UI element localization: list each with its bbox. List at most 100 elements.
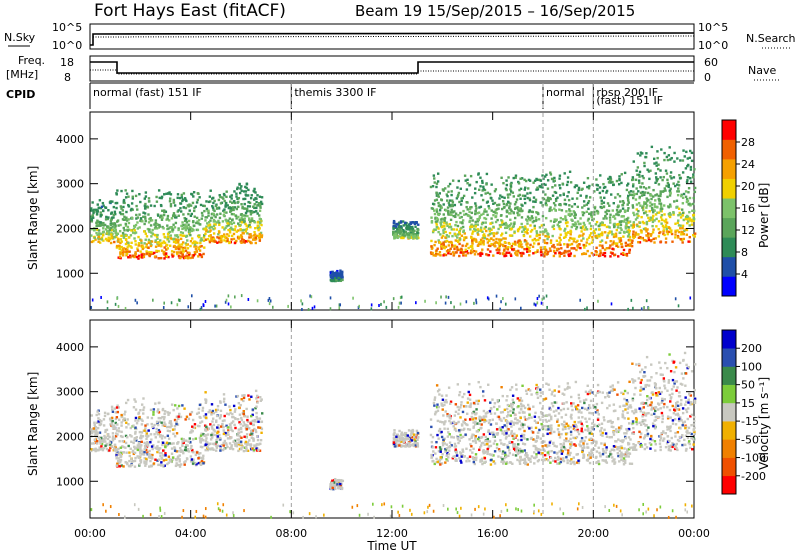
velocity-cell xyxy=(558,431,560,433)
power-cell xyxy=(214,305,216,308)
velocity-cell xyxy=(259,443,261,445)
power-cell xyxy=(440,218,442,220)
power-cell xyxy=(645,152,647,154)
power-cell xyxy=(632,307,634,310)
velocity-cell xyxy=(188,440,190,442)
velocity-cell xyxy=(249,444,251,446)
power-cell xyxy=(124,189,126,191)
power-cell xyxy=(617,214,619,216)
velocity-cell xyxy=(100,420,102,422)
cpid-segment-label: themis 3300 IF xyxy=(294,86,376,99)
power-cell xyxy=(169,197,171,199)
power-cell xyxy=(167,227,169,229)
power-cell xyxy=(445,295,447,298)
power-cell xyxy=(689,157,691,159)
power-cell xyxy=(102,224,104,226)
power-cell xyxy=(148,197,150,199)
power-cell xyxy=(574,214,576,216)
power-cell xyxy=(690,181,692,183)
power-cell xyxy=(436,217,438,219)
power-cell xyxy=(463,195,465,197)
velocity-cell xyxy=(134,452,136,454)
velocity-cell xyxy=(152,413,154,415)
power-cell xyxy=(623,202,625,204)
power-cell xyxy=(618,175,620,177)
power-cell xyxy=(680,195,682,197)
power-cell xyxy=(553,225,555,227)
power-cell xyxy=(615,213,617,215)
power-cell xyxy=(479,252,481,254)
power-cell xyxy=(567,181,569,183)
velocity-cell xyxy=(186,416,188,418)
power-cell xyxy=(680,238,682,240)
power-cell xyxy=(417,228,419,230)
power-cell xyxy=(155,196,157,198)
velocity-cell xyxy=(166,442,168,444)
velocity-cell xyxy=(611,436,613,438)
velocity-cell xyxy=(151,445,153,447)
power-cell xyxy=(443,218,445,220)
power-cell xyxy=(666,156,668,158)
power-cell xyxy=(138,244,140,246)
power-cell xyxy=(522,195,524,197)
velocity-cell xyxy=(201,446,203,448)
velocity-cell xyxy=(128,451,130,453)
power-cell xyxy=(622,252,624,254)
power-cell xyxy=(216,305,218,308)
power-cell xyxy=(451,244,453,246)
power-cell xyxy=(246,215,248,217)
power-cell xyxy=(468,184,470,186)
power-cell xyxy=(647,232,649,234)
power-cell xyxy=(572,238,574,240)
velocity-cell xyxy=(250,415,252,417)
power-cell xyxy=(118,245,120,247)
power-cell xyxy=(631,299,633,302)
power-cell xyxy=(98,229,100,231)
power-cell xyxy=(651,146,653,148)
power-cell xyxy=(670,171,672,173)
power-cell xyxy=(668,206,670,208)
power-cell xyxy=(150,224,152,226)
power-cell xyxy=(120,235,122,237)
power-cell xyxy=(665,237,667,239)
power-cell xyxy=(142,245,144,247)
power-cell xyxy=(499,224,501,226)
velocity-cell xyxy=(189,437,191,439)
y-tick-label: 1000 xyxy=(56,267,84,280)
power-cell xyxy=(407,233,409,235)
power-cell xyxy=(478,211,480,213)
velocity-cell xyxy=(395,436,397,438)
power-cell xyxy=(507,176,509,178)
power-cell xyxy=(579,217,581,219)
power-cell xyxy=(648,220,650,222)
power-cell xyxy=(504,241,506,243)
power-cell xyxy=(257,225,259,227)
power-cell xyxy=(546,306,548,309)
power-cell xyxy=(455,213,457,215)
power-cell xyxy=(660,202,662,204)
velocity-cell xyxy=(179,447,181,449)
velocity-cell xyxy=(255,390,257,392)
power-cell xyxy=(448,249,450,251)
power-cell xyxy=(411,226,413,228)
power-cell xyxy=(620,224,622,226)
power-cell xyxy=(442,188,444,190)
velocity-cell xyxy=(105,436,107,438)
power-cell xyxy=(609,255,611,257)
velocity-cell xyxy=(552,460,554,462)
velocity-cell xyxy=(340,486,342,488)
power-cell xyxy=(659,169,661,171)
power-cell xyxy=(574,186,576,188)
power-cell xyxy=(632,178,634,180)
velocity-cell xyxy=(130,448,132,450)
power-cell xyxy=(231,218,233,220)
velocity-cell xyxy=(164,410,166,412)
power-cell xyxy=(143,230,145,232)
power-cell xyxy=(586,250,588,252)
velocity-cell xyxy=(237,395,239,397)
power-cell xyxy=(150,235,152,237)
power-cell xyxy=(416,232,418,234)
power-cell xyxy=(536,212,538,214)
